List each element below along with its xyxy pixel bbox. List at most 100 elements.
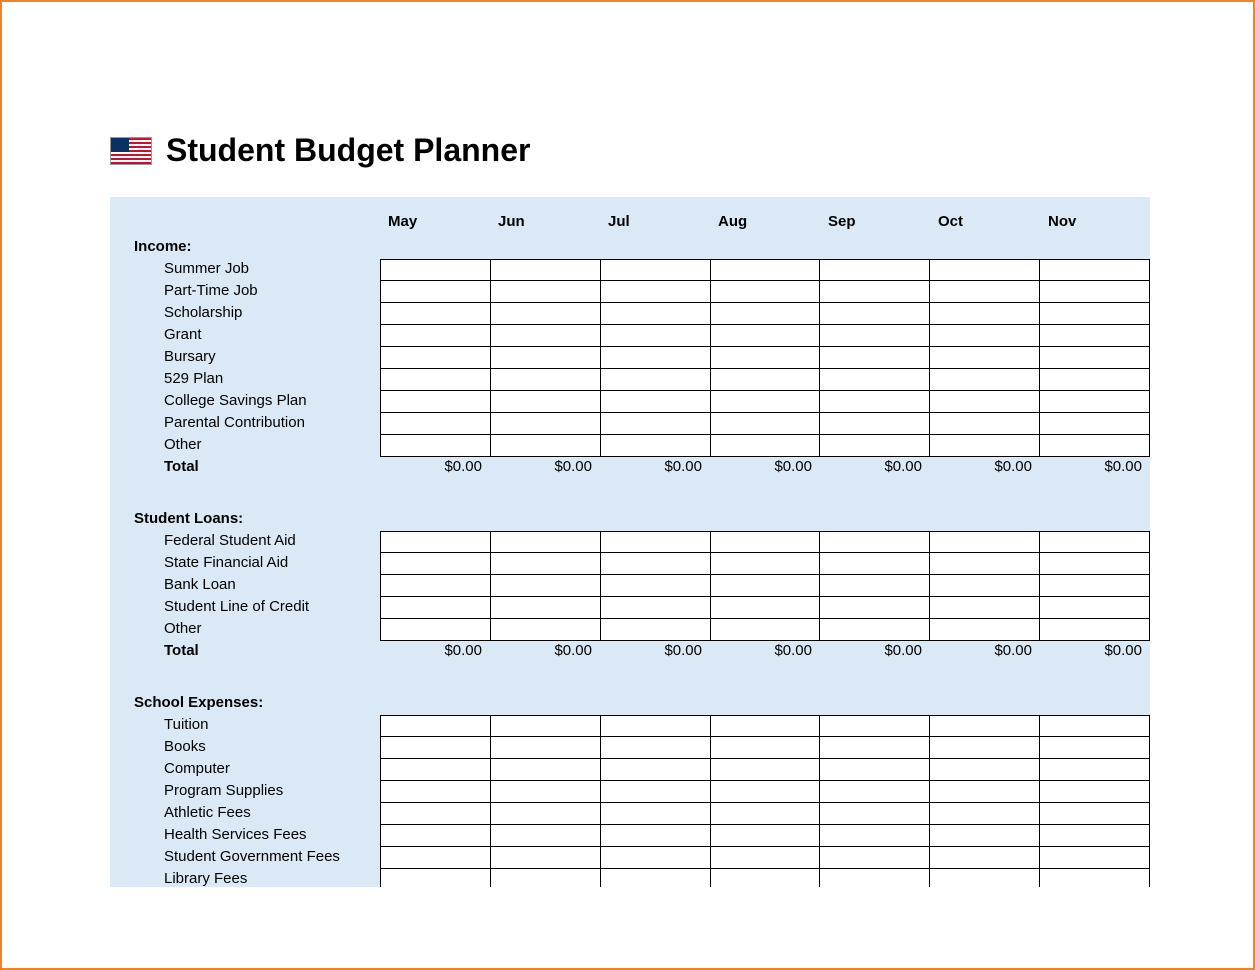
cell-input[interactable] (1039, 715, 1150, 737)
cell-input[interactable] (819, 325, 929, 347)
cell-input[interactable] (380, 847, 490, 869)
cell-input[interactable] (710, 413, 820, 435)
cell-input[interactable] (600, 347, 710, 369)
cell-input[interactable] (600, 575, 710, 597)
cell-input[interactable] (600, 281, 710, 303)
cell-input[interactable] (490, 553, 600, 575)
cell-input[interactable] (929, 781, 1039, 803)
cell-input[interactable] (710, 619, 820, 641)
cell-input[interactable] (600, 259, 710, 281)
cell-input[interactable] (929, 281, 1039, 303)
cell-input[interactable] (819, 619, 929, 641)
cell-input[interactable] (710, 575, 820, 597)
cell-input[interactable] (1039, 391, 1150, 413)
cell-input[interactable] (819, 715, 929, 737)
cell-input[interactable] (600, 619, 710, 641)
cell-input[interactable] (490, 715, 600, 737)
cell-input[interactable] (710, 825, 820, 847)
cell-input[interactable] (1039, 759, 1150, 781)
cell-input[interactable] (819, 759, 929, 781)
cell-input[interactable] (819, 435, 929, 457)
cell-input[interactable] (490, 369, 600, 391)
cell-input[interactable] (1039, 597, 1150, 619)
cell-input[interactable] (929, 531, 1039, 553)
cell-input[interactable] (1039, 413, 1150, 435)
cell-input[interactable] (600, 715, 710, 737)
cell-input[interactable] (380, 619, 490, 641)
cell-input[interactable] (1039, 575, 1150, 597)
cell-input[interactable] (380, 325, 490, 347)
cell-input[interactable] (490, 869, 600, 887)
cell-input[interactable] (710, 715, 820, 737)
cell-input[interactable] (490, 759, 600, 781)
cell-input[interactable] (380, 553, 490, 575)
cell-input[interactable] (710, 803, 820, 825)
cell-input[interactable] (710, 391, 820, 413)
cell-input[interactable] (380, 281, 490, 303)
cell-input[interactable] (710, 531, 820, 553)
cell-input[interactable] (710, 435, 820, 457)
cell-input[interactable] (1039, 847, 1150, 869)
cell-input[interactable] (929, 325, 1039, 347)
cell-input[interactable] (710, 347, 820, 369)
cell-input[interactable] (380, 391, 490, 413)
cell-input[interactable] (490, 281, 600, 303)
cell-input[interactable] (1039, 553, 1150, 575)
cell-input[interactable] (929, 847, 1039, 869)
cell-input[interactable] (490, 391, 600, 413)
cell-input[interactable] (1039, 347, 1150, 369)
cell-input[interactable] (819, 347, 929, 369)
cell-input[interactable] (929, 553, 1039, 575)
cell-input[interactable] (490, 259, 600, 281)
cell-input[interactable] (380, 803, 490, 825)
cell-input[interactable] (380, 737, 490, 759)
cell-input[interactable] (600, 737, 710, 759)
cell-input[interactable] (819, 303, 929, 325)
cell-input[interactable] (490, 347, 600, 369)
cell-input[interactable] (490, 413, 600, 435)
cell-input[interactable] (819, 413, 929, 435)
cell-input[interactable] (1039, 781, 1150, 803)
cell-input[interactable] (490, 303, 600, 325)
cell-input[interactable] (1039, 369, 1150, 391)
cell-input[interactable] (710, 281, 820, 303)
cell-input[interactable] (600, 825, 710, 847)
cell-input[interactable] (490, 597, 600, 619)
cell-input[interactable] (929, 435, 1039, 457)
cell-input[interactable] (600, 531, 710, 553)
cell-input[interactable] (929, 619, 1039, 641)
cell-input[interactable] (1039, 619, 1150, 641)
cell-input[interactable] (1039, 869, 1150, 887)
cell-input[interactable] (710, 553, 820, 575)
cell-input[interactable] (600, 803, 710, 825)
cell-input[interactable] (929, 575, 1039, 597)
cell-input[interactable] (710, 869, 820, 887)
cell-input[interactable] (929, 869, 1039, 887)
cell-input[interactable] (819, 259, 929, 281)
cell-input[interactable] (929, 259, 1039, 281)
cell-input[interactable] (380, 825, 490, 847)
cell-input[interactable] (819, 737, 929, 759)
cell-input[interactable] (1039, 803, 1150, 825)
cell-input[interactable] (819, 531, 929, 553)
cell-input[interactable] (600, 847, 710, 869)
cell-input[interactable] (710, 259, 820, 281)
cell-input[interactable] (710, 781, 820, 803)
cell-input[interactable] (819, 575, 929, 597)
cell-input[interactable] (380, 715, 490, 737)
cell-input[interactable] (819, 391, 929, 413)
cell-input[interactable] (1039, 325, 1150, 347)
cell-input[interactable] (490, 619, 600, 641)
cell-input[interactable] (380, 259, 490, 281)
cell-input[interactable] (1039, 303, 1150, 325)
cell-input[interactable] (710, 325, 820, 347)
cell-input[interactable] (600, 781, 710, 803)
cell-input[interactable] (490, 575, 600, 597)
cell-input[interactable] (600, 435, 710, 457)
cell-input[interactable] (1039, 281, 1150, 303)
cell-input[interactable] (380, 869, 490, 887)
cell-input[interactable] (819, 369, 929, 391)
cell-input[interactable] (380, 303, 490, 325)
cell-input[interactable] (929, 803, 1039, 825)
cell-input[interactable] (929, 825, 1039, 847)
